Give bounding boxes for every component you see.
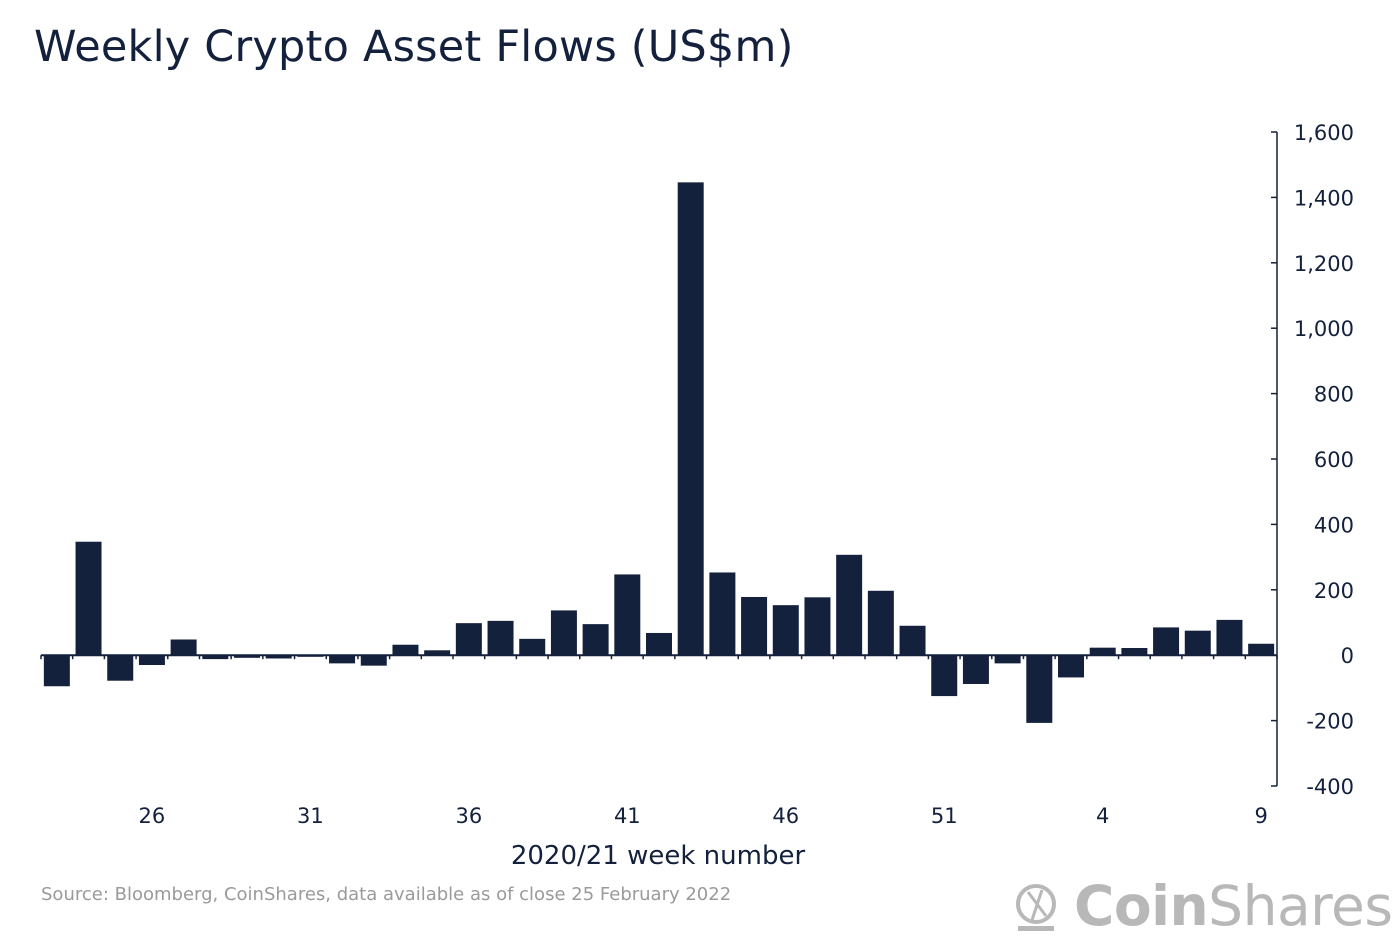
y-tick-label: 200	[1314, 579, 1354, 603]
x-tick-label: 36	[455, 804, 482, 828]
bar-week-30	[265, 655, 292, 659]
y-tick-label: 0	[1341, 644, 1354, 668]
x-tick-label: 9	[1254, 804, 1267, 828]
bar-week-36	[455, 623, 482, 656]
bar-week-37	[487, 620, 514, 656]
bar-week-6	[1153, 627, 1180, 656]
bar-week-40	[582, 624, 609, 656]
x-axis: 26 31 36 41 46 51 4 9	[40, 654, 1278, 828]
y-axis: 1,600 1,400 1,200 1,000 800 600 400 200 0 -200 -40…	[1271, 121, 1354, 799]
bar-week-7	[1184, 630, 1211, 656]
chart-title: Weekly Crypto Asset Flows (US$m)	[34, 22, 794, 72]
bar-week-35	[424, 650, 451, 656]
bar-week-42	[646, 632, 672, 656]
x-axis-label: 2020/21 week number	[511, 841, 806, 871]
bar-chart: 26 31 36 41 46 51 4 9 1,600 1,400 1,200 1,000 800 60…	[40, 121, 1354, 871]
bar-week-26	[138, 655, 165, 666]
bar-week-27	[170, 639, 197, 656]
coinshares-wordmark: CoinShares	[1074, 874, 1393, 938]
bar-week-4	[1089, 647, 1116, 656]
bar-week-5	[1121, 648, 1148, 656]
bar-week-34	[392, 644, 419, 656]
bar-week-32	[329, 655, 356, 664]
bar-week-24	[75, 541, 102, 656]
bar-week-33	[360, 655, 387, 666]
bar-week-47	[804, 597, 831, 656]
source-note: Source: Bloomberg, CoinShares, data avai…	[41, 884, 732, 905]
bar-week-25	[107, 655, 134, 681]
bar-week-46	[772, 605, 799, 656]
x-tick-label: 51	[931, 804, 958, 828]
y-tick-label: 1,600	[1294, 121, 1354, 145]
bar-week-8	[1216, 619, 1243, 656]
bar-week-38	[519, 638, 546, 656]
bar-week-51	[931, 655, 958, 697]
bar-week-29	[234, 655, 260, 658]
bar-week-50	[899, 625, 926, 656]
bar-week-44	[709, 572, 736, 656]
logo-text-shares: Shares	[1208, 874, 1393, 938]
y-tick-label: 1,400	[1294, 186, 1354, 210]
x-tick-label: 31	[297, 804, 324, 828]
bar-week-43	[677, 182, 704, 656]
y-tick-label: 800	[1314, 383, 1354, 407]
bar-week-39	[550, 610, 577, 656]
x-tick-label: 26	[139, 804, 166, 828]
y-tick-label: 1,200	[1294, 252, 1354, 276]
y-tick-label: -400	[1306, 775, 1354, 799]
logo-text-coin: Coin	[1074, 874, 1209, 938]
coinshares-logo-icon	[1016, 884, 1056, 931]
bar-week-45	[741, 596, 768, 656]
bar-week-23	[43, 655, 70, 687]
bar-week-3	[1058, 655, 1084, 678]
bar-week-49	[867, 590, 894, 656]
bar-week-52	[962, 655, 989, 684]
bar-week-2	[1026, 655, 1053, 723]
bar-week-41	[614, 574, 641, 656]
x-tick-label: 41	[614, 804, 641, 828]
bar-week-1	[994, 655, 1021, 664]
bar-week-28	[202, 655, 229, 660]
y-tick-label: 1,000	[1294, 317, 1354, 341]
x-tick-label: 4	[1096, 804, 1109, 828]
y-tick-label: 400	[1314, 513, 1354, 537]
y-tick-label: -200	[1306, 710, 1354, 734]
bar-week-9	[1248, 643, 1275, 656]
bar-week-48	[836, 554, 863, 656]
coinshares-logo: CoinShares	[1012, 874, 1393, 940]
bars-group	[43, 182, 1275, 723]
x-tick-label: 46	[772, 804, 799, 828]
y-tick-label: 600	[1314, 448, 1354, 472]
